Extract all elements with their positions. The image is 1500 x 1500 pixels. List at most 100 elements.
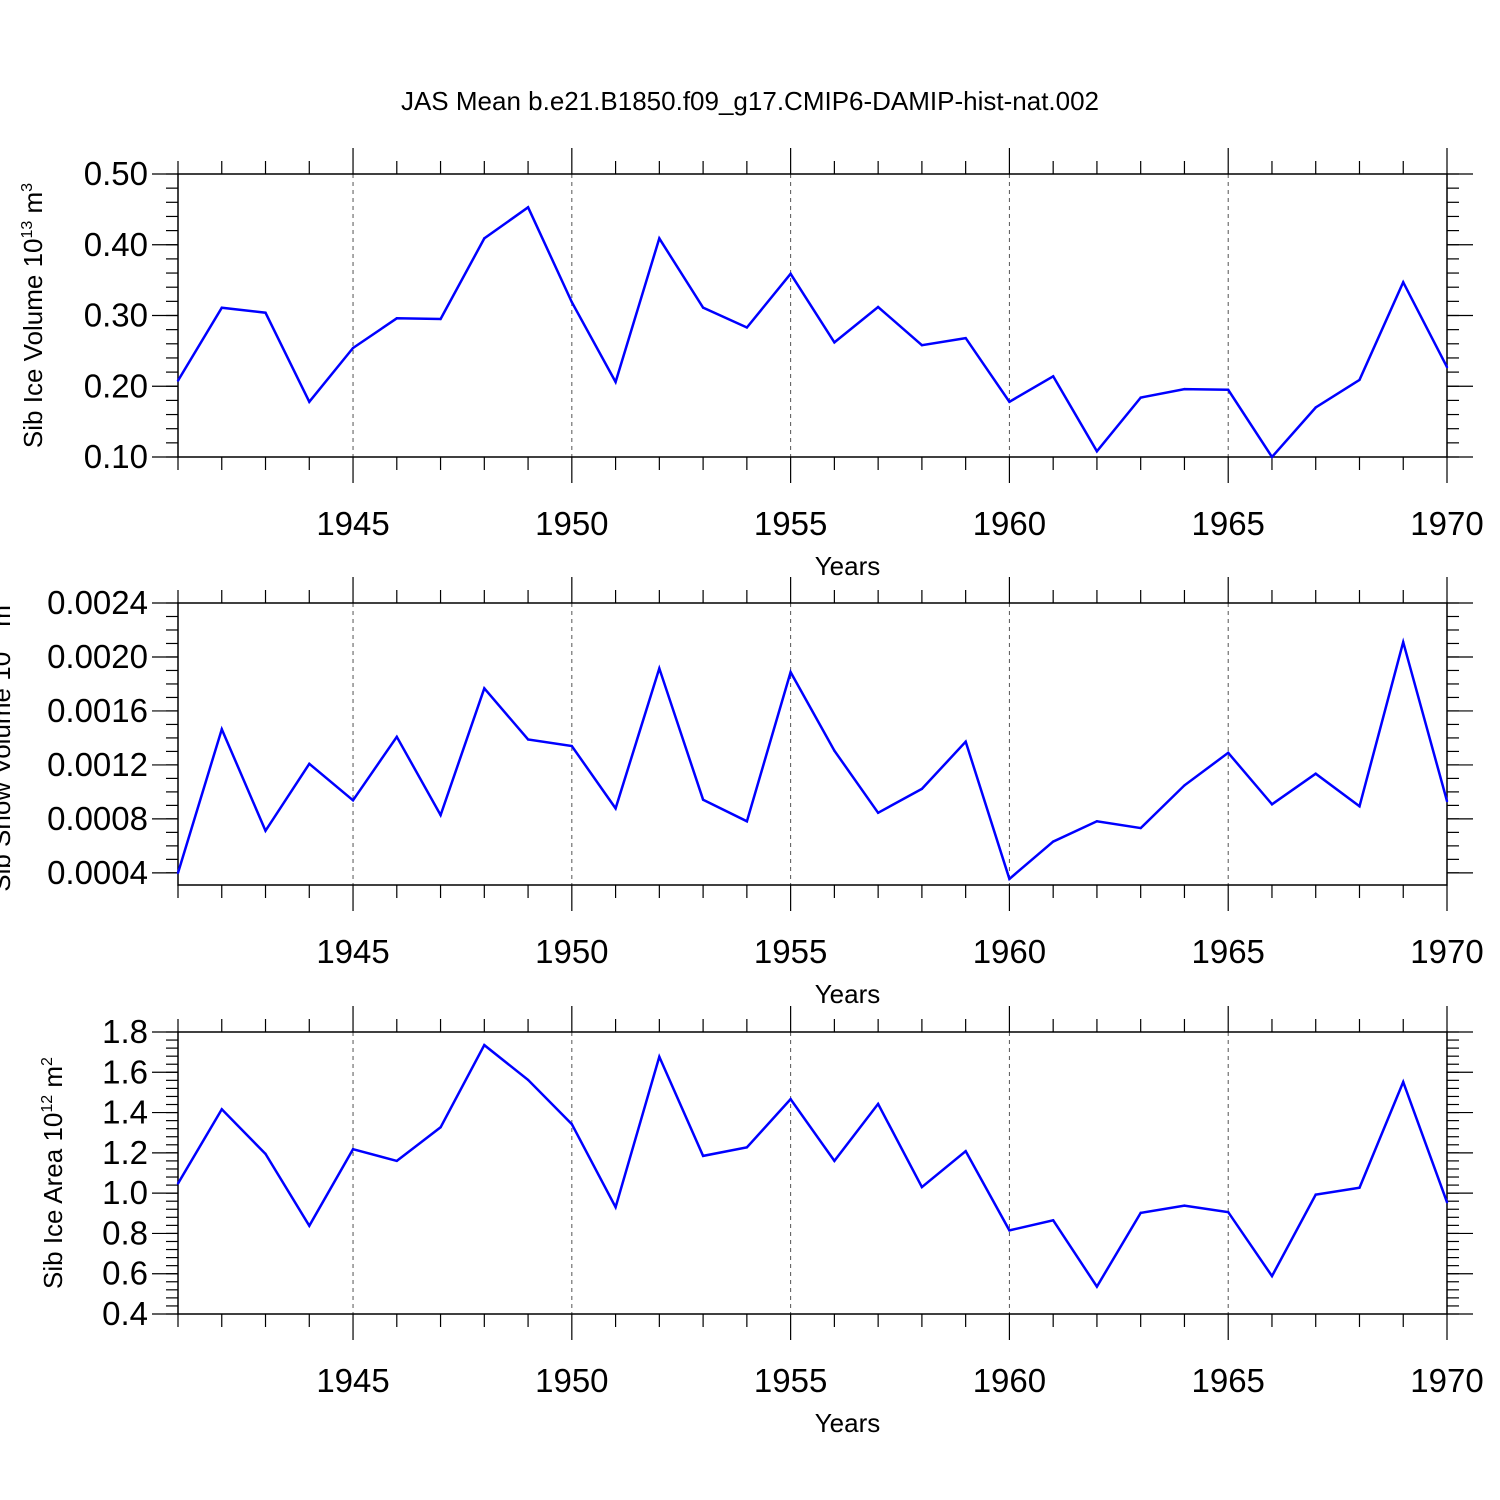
data-point-1956: [833, 341, 836, 344]
data-point-1970: [1445, 799, 1449, 803]
data-point-1946: [395, 1159, 398, 1163]
x-tick-label-1950: 1950: [535, 933, 608, 970]
series-line: [176, 637, 1449, 882]
x-axis-label: Years: [815, 979, 881, 1009]
y-tick-label-5: 0.0024: [47, 584, 148, 621]
data-point-1969: [1402, 281, 1405, 284]
data-point-1949: [526, 738, 530, 741]
data-point-1953: [701, 1154, 705, 1158]
data-point-1961: [1051, 375, 1055, 378]
data-point-1949: [526, 1078, 530, 1082]
plot-frame: [177, 1031, 1448, 1315]
data-point-1967: [1314, 772, 1317, 775]
y-tick-label-4: 0.50: [84, 155, 148, 192]
y-tick-label-1: 0.20: [84, 367, 148, 404]
data-point-1962: [1095, 1285, 1099, 1288]
data-point-1954: [745, 1146, 749, 1149]
data-point-1965: [1227, 388, 1230, 391]
y-tick-label-4: 0.0020: [47, 638, 148, 675]
x-tick-label-1970: 1970: [1410, 933, 1483, 970]
panel-2: 1945 1950 1955 1960 1965 1970 0.0004 0.0008 0.00…: [0, 577, 1484, 1009]
data-point-1948: [483, 687, 486, 690]
x-tick-label-1945: 1945: [316, 933, 389, 970]
data-point-1952: [658, 667, 661, 670]
data-point-1953: [701, 798, 705, 801]
x-tick-label-1970: 1970: [1410, 1362, 1483, 1399]
y-tick-label-2: 0.8: [102, 1214, 148, 1251]
data-point-1941: [176, 379, 180, 382]
x-tick-label-1965: 1965: [1191, 1362, 1264, 1399]
data-point-1968: [1358, 1186, 1361, 1189]
data-point-1968: [1358, 805, 1361, 808]
data-point-1961: [1051, 1219, 1055, 1222]
data-point-1969: [1402, 1080, 1405, 1084]
data-point-1962: [1095, 450, 1099, 453]
data-point-1950: [570, 1122, 574, 1126]
y-tick-label-2: 0.0012: [47, 746, 148, 783]
x-tick-label-1970: 1970: [1410, 505, 1483, 542]
y-tick-label-7: 1.8: [102, 1013, 148, 1050]
data-point-1947: [439, 317, 442, 321]
panel-3: 1945 1950 1955 1960 1965 19700.40.60.81.01.21…: [38, 1006, 1484, 1438]
data-point-1949: [526, 206, 530, 209]
data-point-1962: [1095, 820, 1099, 823]
data-point-1948: [483, 237, 486, 240]
data-point-1951: [614, 1206, 617, 1209]
data-point-1955: [789, 1097, 792, 1101]
data-point-1968: [1358, 378, 1361, 382]
data-point-1964: [1183, 387, 1186, 391]
data-point-1960: [1008, 877, 1011, 881]
data-point-1966: [1270, 803, 1274, 806]
x-tick-label-1960: 1960: [973, 933, 1046, 970]
data-point-1944: [308, 400, 311, 404]
data-point-1960: [1008, 1229, 1011, 1232]
data-point-1942: [220, 306, 223, 309]
x-tick-label-1950: 1950: [535, 1362, 608, 1399]
x-tick-label-1960: 1960: [973, 1362, 1046, 1399]
data-point-1947: [439, 1126, 442, 1129]
y-tick-label-4: 1.2: [102, 1134, 148, 1171]
data-point-1963: [1139, 1211, 1142, 1215]
data-point-1950: [570, 300, 574, 304]
y-tick-label-1: 0.0008: [47, 800, 148, 837]
x-tick-label-1955: 1955: [754, 1362, 827, 1399]
data-point-1960: [1008, 400, 1011, 404]
data-point-1959: [964, 1150, 967, 1153]
y-tick-label-0: 0.4: [102, 1295, 148, 1332]
data-point-1943: [264, 829, 267, 832]
y-tick-label-5: 1.4: [102, 1094, 148, 1131]
data-point-1943: [264, 1152, 267, 1156]
panel-1: 1945 1950 1955 1960 1965 1970 0.10 0.20 0.30 0.40…: [18, 148, 1484, 581]
x-tick-label-1955: 1955: [754, 933, 827, 970]
x-tick-label-1945: 1945: [316, 505, 389, 542]
data-point-1958: [920, 344, 924, 347]
y-tick-label-2: 0.30: [84, 297, 148, 334]
x-tick-label-1960: 1960: [973, 505, 1046, 542]
data-point-1963: [1139, 826, 1142, 830]
data-point-1952: [658, 237, 661, 240]
data-point-1950: [570, 744, 574, 748]
data-point-1964: [1183, 1204, 1186, 1207]
data-point-1941: [176, 1182, 180, 1185]
data-point-1967: [1314, 1193, 1317, 1196]
data-point-1958: [920, 1185, 924, 1189]
data-point-1969: [1402, 640, 1405, 644]
data-point-1967: [1314, 406, 1317, 409]
x-tick-label-1955: 1955: [754, 505, 827, 542]
data-point-1943: [264, 311, 267, 314]
data-point-1966: [1270, 455, 1274, 459]
y-axis-label: Sib Ice Area 1012 m2: [38, 1057, 68, 1289]
data-point-1944: [308, 1224, 311, 1227]
series-line: [176, 1043, 1449, 1289]
data-point-1965: [1227, 1210, 1230, 1214]
y-tick-label-3: 0.40: [84, 226, 148, 263]
y-tick-label-6: 1.6: [102, 1053, 148, 1090]
y-tick-label-0: 0.10: [84, 438, 148, 475]
plot-frame: [177, 173, 1448, 458]
x-tick-label-1950: 1950: [535, 505, 608, 542]
data-point-1965: [1227, 751, 1230, 754]
data-point-1956: [833, 1159, 836, 1163]
x-tick-label-1965: 1965: [1191, 505, 1264, 542]
figure-title: JAS Mean b.e21.B1850.f09_g17.CMIP6-DAMIP…: [401, 86, 1099, 116]
